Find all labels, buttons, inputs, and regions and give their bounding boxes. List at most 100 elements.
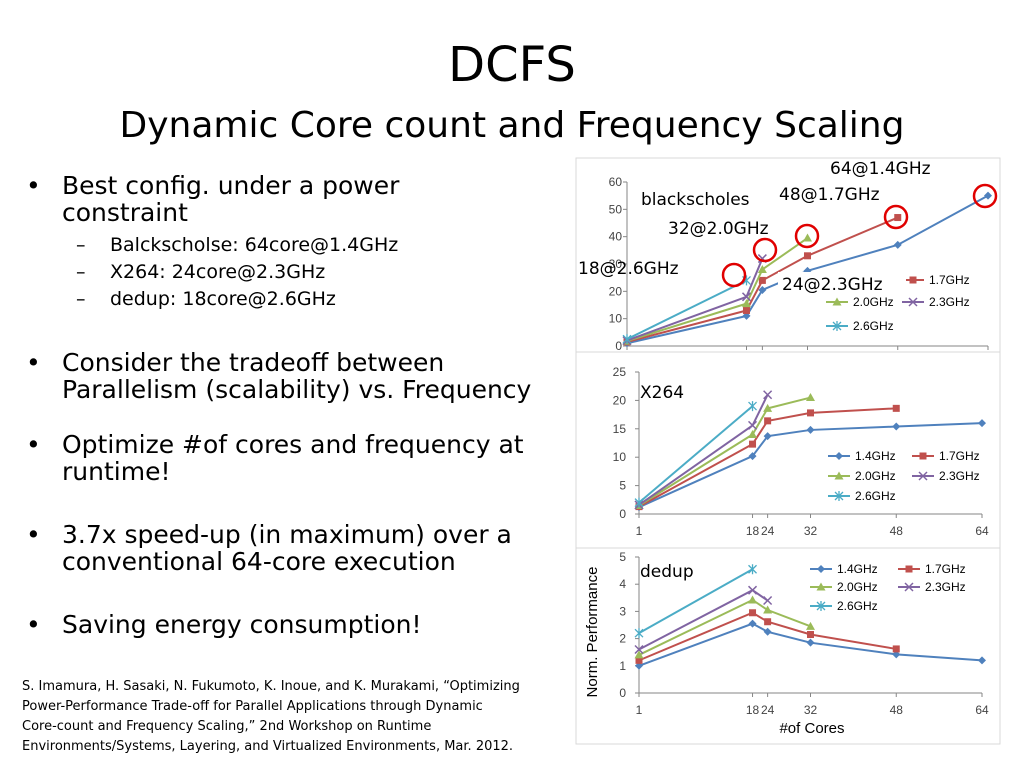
y-tick-label: 1 xyxy=(619,659,626,673)
data-point-2.0GHz xyxy=(757,264,767,273)
legend-label: 2.6GHz xyxy=(837,599,878,613)
bullet-line: conventional 64-core execution xyxy=(62,547,456,576)
x-tick-label: 18 xyxy=(746,703,760,717)
series-line-2.6GHz xyxy=(626,279,747,341)
data-point-1.4GHz xyxy=(758,285,767,294)
data-point-1.4GHz xyxy=(978,419,986,428)
data-point-2.0GHz xyxy=(741,299,751,308)
data-point-1.7GHz xyxy=(764,618,772,626)
y-tick-label: 0 xyxy=(619,686,626,700)
data-point-1.7GHz xyxy=(764,417,772,425)
series-line-2.0GHz xyxy=(626,237,809,343)
data-point-1.7GHz xyxy=(749,609,757,617)
legend-marker xyxy=(832,321,842,331)
data-point-1.7GHz xyxy=(749,440,757,448)
bullet-tradeoff: Consider the tradeoff between Parallelis… xyxy=(26,349,586,403)
x-tick-label: 24 xyxy=(761,703,775,717)
data-point-1.4GHz xyxy=(763,627,772,636)
data-point-1.4GHz xyxy=(748,619,757,628)
data-point-2.0GHz xyxy=(763,403,773,412)
legend-label: 1.4GHz xyxy=(855,449,896,463)
y-tick-label: 20 xyxy=(609,284,623,298)
bullet-energy: Saving energy consumption! xyxy=(26,611,586,638)
y-tick-label: 0 xyxy=(615,339,622,353)
series-line-2.0GHz xyxy=(638,396,811,507)
x-tick-label: 64 xyxy=(975,703,989,717)
x-tick-label: 18 xyxy=(746,524,760,538)
bullet-line: Consider the tradeoff between xyxy=(62,348,445,377)
x-tick-label: 1 xyxy=(636,703,643,717)
legend-marker xyxy=(816,601,826,611)
data-point-2.3GHz xyxy=(748,420,758,430)
slide-title: DCFS xyxy=(448,37,576,93)
annotation-label: 64@1.4GHz xyxy=(830,159,931,179)
y-tick-label: 60 xyxy=(609,175,623,189)
data-point-2.6GHz xyxy=(748,401,757,412)
legend-marker xyxy=(904,582,914,592)
sub-bullet-dedup: dedup: 18core@2.6GHz xyxy=(26,286,586,313)
y-tick-label: 15 xyxy=(613,422,627,436)
bullet-line: Saving energy consumption! xyxy=(62,610,422,639)
bullet-optimize: Optimize #of cores and frequency at runt… xyxy=(26,431,586,485)
x-tick-label: 32 xyxy=(804,703,818,717)
legend-label: 1.7GHz xyxy=(925,562,966,576)
highlight-circle xyxy=(794,223,820,249)
legend-label: 2.0GHz xyxy=(853,295,894,309)
data-point-1.4GHz xyxy=(763,432,772,441)
legend-label: 2.3GHz xyxy=(925,580,966,594)
data-point-1.4GHz xyxy=(984,191,992,200)
series-line-2.6GHz xyxy=(638,568,754,635)
annotation-label: 48@1.7GHz xyxy=(779,185,880,205)
best-config-annotations: 64@1.4GHz 48@1.7GHz 32@2.0GHz 18@2.6GHz 24@2… xyxy=(578,159,998,296)
series-line-1.4GHz xyxy=(638,422,983,509)
bullet-line: Best config. under a power xyxy=(62,171,400,200)
data-point-1.7GHz xyxy=(758,276,766,284)
data-point-2.0GHz xyxy=(806,393,815,402)
annotation-label: 32@2.0GHz xyxy=(668,219,769,239)
x-tick-label: 64 xyxy=(975,524,989,538)
legend-label: 2.6GHz xyxy=(853,319,894,333)
series-line-1.4GHz xyxy=(638,622,983,667)
y-tick-label: 40 xyxy=(609,230,623,244)
legend-label: 2.0GHz xyxy=(837,580,878,594)
data-point-2.3GHz xyxy=(634,644,644,655)
legend-label: 2.3GHz xyxy=(929,295,970,309)
annotation-bg xyxy=(778,272,906,296)
data-point-2.0GHz xyxy=(763,605,773,614)
y-tick-label: 10 xyxy=(613,450,627,464)
legend-marker xyxy=(835,452,843,460)
y-tick-label: 20 xyxy=(613,393,627,407)
reference-line: S. Imamura, H. Sasaki, N. Fukumoto, K. I… xyxy=(22,679,520,694)
data-point-1.7GHz xyxy=(807,409,814,417)
chart-label: X264 xyxy=(640,383,684,403)
bullet-line: constraint xyxy=(62,198,188,227)
data-point-1.4GHz xyxy=(806,425,815,434)
legend-marker xyxy=(919,452,927,460)
legend-label: 1.7GHz xyxy=(939,449,980,463)
y-tick-label: 5 xyxy=(619,479,626,493)
data-point-1.4GHz xyxy=(748,452,757,461)
legend-marker xyxy=(918,471,928,481)
legend-label: 2.0GHz xyxy=(855,469,896,483)
reference-line: Core-count and Frequency Scaling,” 2nd W… xyxy=(22,719,432,734)
data-point-1.4GHz xyxy=(892,422,901,431)
bullet-speedup: 3.7x speed-up (in maximum) over a conven… xyxy=(26,521,586,575)
legend-marker xyxy=(817,565,825,573)
data-point-1.4GHz xyxy=(978,656,986,665)
legend-marker xyxy=(834,491,844,501)
chart-label: dedup xyxy=(640,562,694,582)
annotation-label: 24@2.3GHz xyxy=(782,275,883,295)
legend-marker xyxy=(816,582,826,591)
data-point-1.7GHz xyxy=(635,656,643,664)
data-point-2.6GHz xyxy=(634,497,644,508)
y-axis-title: Norm. Performance xyxy=(584,567,601,698)
data-point-2.3GHz xyxy=(763,595,773,606)
data-point-2.6GHz xyxy=(748,564,757,575)
data-point-2.0GHz xyxy=(803,233,812,242)
data-point-2.3GHz xyxy=(741,292,752,302)
legend-marker xyxy=(905,565,913,573)
chart-frame xyxy=(575,351,1001,553)
data-point-2.3GHz xyxy=(763,390,773,400)
